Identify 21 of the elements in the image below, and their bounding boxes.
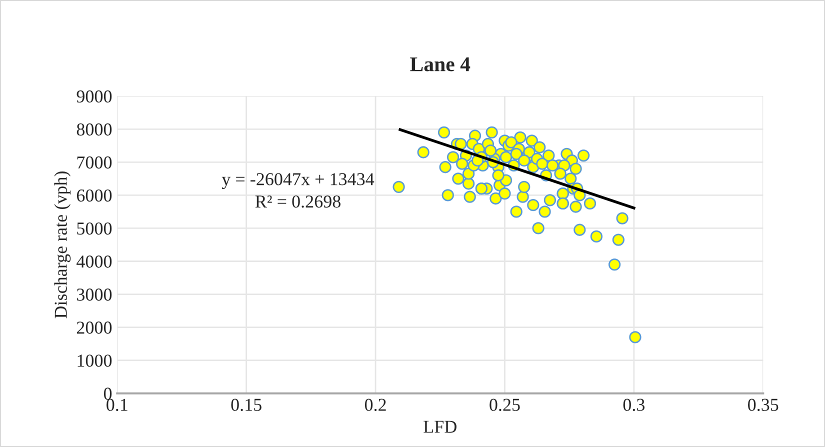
y-tick-label: 6000 (76, 189, 112, 202)
x-tick-label: 0.3 (623, 398, 645, 412)
annotation: R² = 0.2698 (255, 195, 340, 208)
x-tick-label: 0.1 (106, 398, 128, 412)
y-tick-label: 2000 (76, 322, 112, 334)
x-axis-title: LFD (424, 420, 456, 433)
x-tick-label: 0.25 (490, 398, 520, 412)
y-tick-label: 0 (104, 388, 112, 400)
y-tick-label: 3000 (77, 288, 112, 301)
chart-title: Lane 4 (410, 57, 470, 72)
x-tick-label: 0.35 (748, 398, 778, 412)
x-tick-label: 0.2 (364, 398, 386, 412)
y-tick-label: 8000 (76, 123, 112, 136)
y-axis-title: Discharge rate (vph) (54, 171, 71, 318)
y-tick-label: 5000 (77, 222, 112, 235)
y-tick-label: 9000 (76, 90, 112, 103)
annotation: y = -26047x + 13434 (222, 173, 374, 190)
y-tick-label: 4000 (76, 256, 112, 268)
y-tick-label: 7000 (77, 156, 112, 169)
x-tick-label: 0.15 (231, 398, 262, 412)
y-tick-label: 1000 (78, 354, 112, 367)
